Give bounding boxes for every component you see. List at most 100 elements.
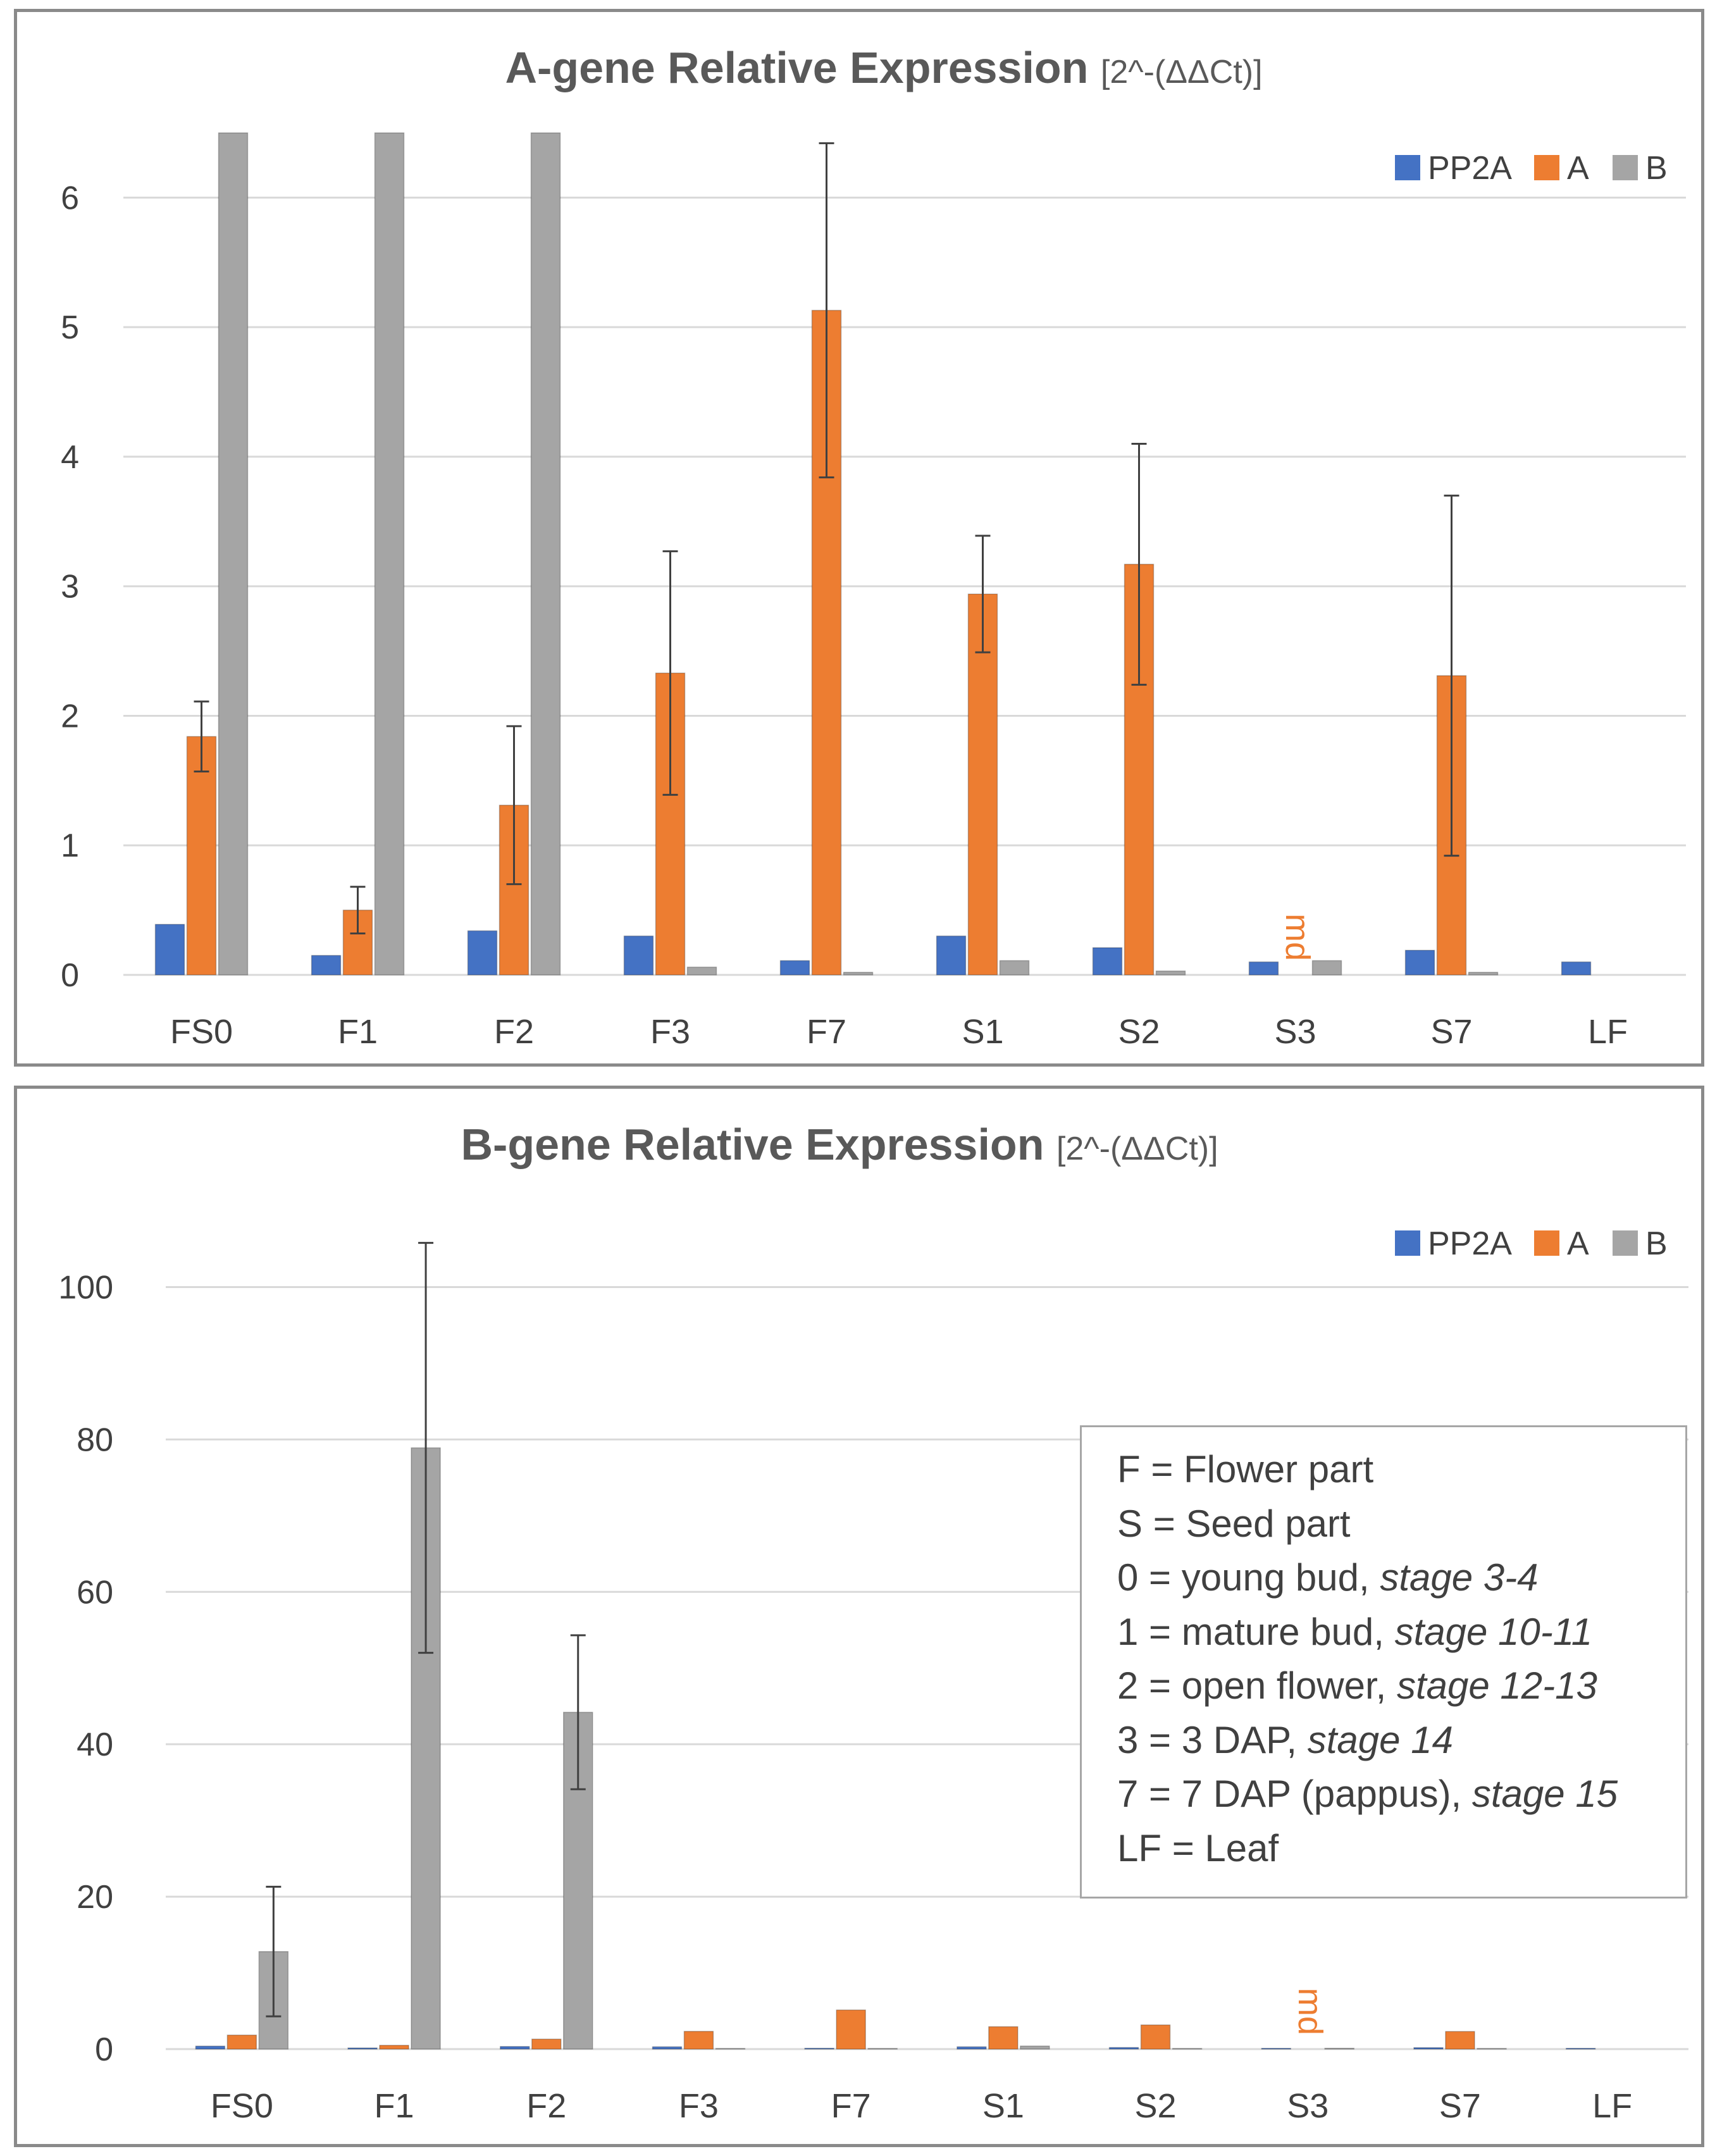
chart-title-unit: [2^-(ΔΔCt)] xyxy=(1101,54,1263,90)
x-category-label: LF xyxy=(1588,1013,1628,1051)
bar-a-s2 xyxy=(1140,2024,1171,2050)
legend-label-a: A xyxy=(1567,150,1589,187)
missing-data-label: md xyxy=(1279,914,1316,961)
legend-note-text: 0 = young bud, xyxy=(1117,1556,1380,1599)
bar-b-f1 xyxy=(374,132,405,976)
legend-label-pp2a: PP2A xyxy=(1428,1225,1512,1262)
x-category-label: F7 xyxy=(831,2087,871,2125)
x-category-label: S7 xyxy=(1430,1013,1472,1051)
legend-note-stage: stage 14 xyxy=(1307,1718,1453,1761)
x-category-label: F7 xyxy=(807,1013,846,1051)
legend-note-line: LF = Leaf xyxy=(1117,1821,1685,1876)
y-tick-label: 40 xyxy=(77,1726,113,1763)
bar-pp2a-s3 xyxy=(1248,961,1279,976)
bar-pp2a-s7 xyxy=(1404,950,1435,976)
b-gene-chart-svg: B-gene Relative Expression [2^-(ΔΔCt)] 0 2… xyxy=(58,1120,1688,2125)
legend-label-b: B xyxy=(1645,1225,1668,1262)
missing-data-label: md xyxy=(1291,1988,1329,2035)
chart-title: A-gene Relative Expression [2^-(ΔΔCt)] xyxy=(505,43,1262,92)
y-tick-label: 0 xyxy=(61,957,79,994)
y-tick-label: 2 xyxy=(61,698,79,734)
legend-note-line: 0 = young bud, stage 3-4 xyxy=(1117,1551,1685,1605)
legend-swatch-pp2a xyxy=(1395,155,1420,180)
chart-title: B-gene Relative Expression [2^-(ΔΔCt)] xyxy=(461,1120,1218,1169)
legend-note-text: LF = Leaf xyxy=(1117,1826,1279,1869)
x-category-label: LF xyxy=(1592,2087,1632,2125)
chart-title-main: A-gene Relative Expression xyxy=(505,43,1100,92)
bar-pp2a-s2 xyxy=(1092,947,1123,976)
legend-swatch-pp2a xyxy=(1395,1230,1420,1256)
bar-b-f7 xyxy=(867,2048,898,2050)
bar-a-fs0 xyxy=(186,736,217,976)
bar-pp2a-f2 xyxy=(467,930,498,976)
legend-swatch-b xyxy=(1613,155,1638,180)
bar-pp2a-fs0 xyxy=(154,924,185,976)
bar-b-s7 xyxy=(1468,972,1499,976)
bar-pp2a-s1 xyxy=(936,935,967,976)
legend-note-line: S = Seed part xyxy=(1117,1497,1685,1551)
bar-a-f2 xyxy=(531,2038,562,2050)
bar-b-s2 xyxy=(1172,2048,1203,2050)
x-category-label: S1 xyxy=(982,2087,1024,2125)
bar-pp2a-s1 xyxy=(957,2046,987,2050)
bar-pp2a-f2 xyxy=(500,2046,530,2050)
x-category-label: F3 xyxy=(650,1013,690,1051)
x-category-label: S7 xyxy=(1439,2087,1481,2125)
bar-pp2a-lf xyxy=(1561,961,1592,976)
bar-b-f7 xyxy=(843,972,874,976)
y-tick-label: 0 xyxy=(95,2031,113,2068)
bar-b-s7 xyxy=(1477,2048,1507,2050)
legend-note-line: 1 = mature bud, stage 10-11 xyxy=(1117,1605,1685,1659)
bar-a-s1 xyxy=(967,593,998,976)
chart-title-main: B-gene Relative Expression xyxy=(461,1120,1056,1169)
bar-b-fs0 xyxy=(218,132,249,976)
abbreviation-legend-box: F = Flower part S = Seed part 0 = young bu… xyxy=(1080,1425,1687,1899)
legend-note-stage: stage 3-4 xyxy=(1380,1556,1539,1599)
bar-a-f3 xyxy=(683,2031,714,2050)
chart-panel-a-gene: A-gene Relative Expression [2^-(ΔΔCt)] 0 1… xyxy=(14,9,1704,1067)
legend-note-line: 2 = open flower, stage 12-13 xyxy=(1117,1659,1685,1713)
legend-swatch-b xyxy=(1613,1230,1638,1256)
legend-note-stage: stage 15 xyxy=(1471,1773,1618,1815)
y-tick-label: 80 xyxy=(77,1422,113,1458)
bar-pp2a-f7 xyxy=(804,2047,834,2050)
legend-note-stage: stage 10-11 xyxy=(1394,1610,1593,1653)
x-category-label: S3 xyxy=(1274,1013,1316,1051)
x-category-label: F2 xyxy=(494,1013,534,1051)
legend-label-a: A xyxy=(1567,1225,1589,1262)
bar-pp2a-f3 xyxy=(623,935,654,976)
bar-b-s1 xyxy=(1020,2045,1050,2050)
legend-note-text: 2 = open flower, xyxy=(1117,1664,1397,1707)
bar-b-s2 xyxy=(1155,970,1186,976)
bar-pp2a-s3 xyxy=(1261,2048,1291,2050)
legend-note-line: 3 = 3 DAP, stage 14 xyxy=(1117,1713,1685,1768)
x-category-label: S3 xyxy=(1287,2087,1329,2125)
x-category-label: F2 xyxy=(526,2087,566,2125)
x-category-label: F1 xyxy=(338,1013,378,1051)
bar-a-f1 xyxy=(379,2045,409,2050)
legend-label-pp2a: PP2A xyxy=(1428,150,1512,187)
legend-note-stage: stage 12-13 xyxy=(1396,1664,1597,1707)
x-category-label: S1 xyxy=(962,1013,1003,1051)
legend-note-line: F = Flower part xyxy=(1117,1442,1685,1497)
legend-note-text: S = Seed part xyxy=(1117,1502,1351,1545)
legend-note-text: 3 = 3 DAP, xyxy=(1117,1718,1308,1761)
y-tick-label: 5 xyxy=(61,309,79,346)
bar-pp2a-fs0 xyxy=(195,2045,226,2050)
legend-swatch-a xyxy=(1534,1230,1559,1256)
bar-b-s3 xyxy=(1324,2047,1354,2050)
legend-swatch-a xyxy=(1534,155,1559,180)
legend-note-line: 7 = 7 DAP (pappus), stage 15 xyxy=(1117,1767,1685,1821)
legend-note-text: F = Flower part xyxy=(1117,1448,1374,1490)
y-tick-label: 60 xyxy=(77,1574,113,1611)
x-category-label: FS0 xyxy=(211,2087,273,2125)
bar-b-f3 xyxy=(715,2048,746,2050)
bar-pp2a-f1 xyxy=(347,2047,378,2050)
bar-pp2a-s2 xyxy=(1108,2047,1139,2050)
legend-note-text: 1 = mature bud, xyxy=(1117,1610,1395,1653)
legend-label-b: B xyxy=(1645,150,1668,187)
a-gene-chart-svg: A-gene Relative Expression [2^-(ΔΔCt)] 0 1… xyxy=(61,43,1686,1051)
bar-a-f7 xyxy=(836,2009,866,2050)
x-category-label: S2 xyxy=(1118,1013,1160,1051)
y-tick-label: 3 xyxy=(61,569,79,605)
